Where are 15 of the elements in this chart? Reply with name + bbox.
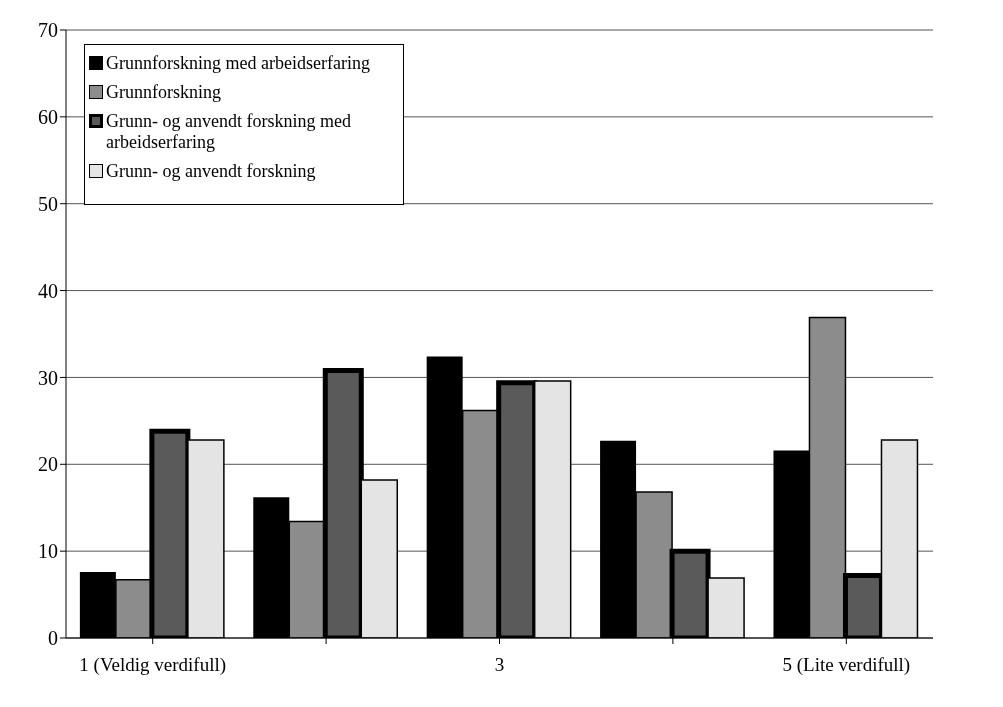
y-tick-label: 10 [38, 540, 58, 563]
x-tick-label: 1 (Veldig verdifull) [79, 654, 227, 677]
x-tick-label: 5 (Lite verdifull) [782, 654, 911, 677]
legend-label: Grunn- og anvendt forskning [106, 161, 316, 182]
y-tick-label: 0 [48, 627, 58, 650]
y-tick-label: 20 [38, 453, 58, 476]
y-tick-label: 50 [38, 192, 58, 215]
legend-label: Grunn- og anvendt forskning med arbeidserfaring [106, 111, 352, 153]
x-tick-label: 3 [494, 654, 505, 676]
y-tick-label: 60 [38, 105, 58, 128]
y-tick-label: 40 [38, 279, 58, 302]
legend-label: Grunnforskning med arbeidserfaring [106, 53, 370, 74]
y-tick-label: 30 [38, 366, 58, 389]
legend-label: Grunnforskning [106, 82, 221, 103]
y-tick-label: 70 [38, 19, 58, 42]
